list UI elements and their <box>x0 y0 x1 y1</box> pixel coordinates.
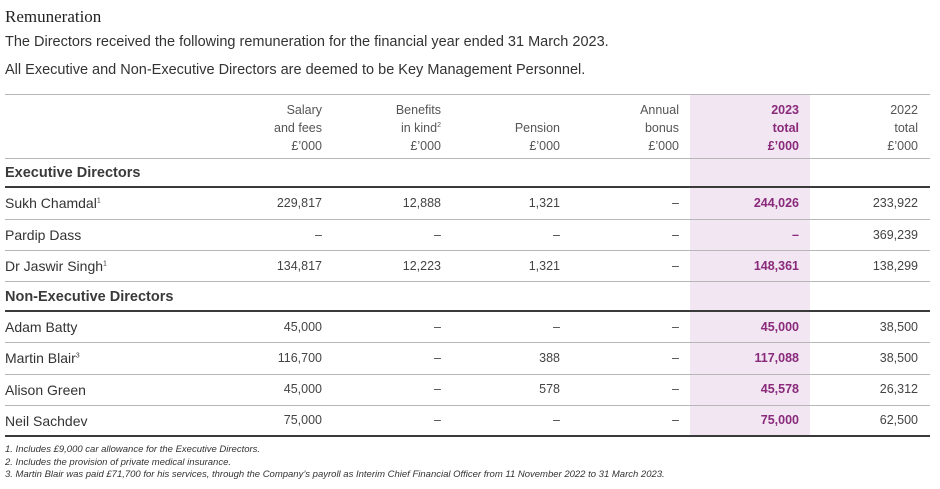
row-rule <box>5 374 930 375</box>
row-label: Neil Sachdev <box>5 413 88 429</box>
cell-pension: 388 <box>539 351 560 365</box>
cell-bonus: – <box>672 259 679 273</box>
cell-bonus: – <box>672 196 679 210</box>
cell-bonus: – <box>672 320 679 334</box>
cell-2023-total: 75,000 <box>760 413 799 427</box>
column-header-salary: Salary and fees £’000 <box>274 103 322 153</box>
row-label: Pardip Dass <box>5 227 82 243</box>
cell-2022-total: 38,500 <box>879 320 918 334</box>
cell-2022-total: 62,500 <box>879 413 918 427</box>
current-year-column-highlight <box>690 94 810 437</box>
cell-benefits: – <box>434 351 441 365</box>
footnote: 1. Includes £9,000 car allowance for the… <box>5 444 261 455</box>
cell-salary: 116,700 <box>277 351 322 365</box>
table-top-rule <box>5 94 930 95</box>
row-label: Sukh Chamdal1 <box>5 195 101 211</box>
row-rule <box>5 250 930 251</box>
column-header-benefits: Benefits in kind2 £’000 <box>395 103 441 153</box>
cell-2022-total: 38,500 <box>879 351 918 365</box>
row-label: Adam Batty <box>5 319 78 335</box>
cell-pension: – <box>553 413 560 427</box>
section-title: Remuneration <box>5 7 102 26</box>
row-label: Martin Blair3 <box>5 350 80 366</box>
cell-2022-total: 233,922 <box>872 196 918 210</box>
cell-salary: 75,000 <box>283 413 322 427</box>
cell-2022-total: 26,312 <box>879 382 918 396</box>
cell-salary: 134,817 <box>276 259 322 273</box>
cell-salary: 45,000 <box>283 320 322 334</box>
column-header-annual-bonus: Annual bonus £’000 <box>640 103 679 153</box>
column-header-2022-total: 2022 total £’000 <box>887 103 918 153</box>
cell-pension: – <box>553 320 560 334</box>
section-rule <box>5 310 930 312</box>
cell-benefits: – <box>434 413 441 427</box>
cell-2023-total: 148,361 <box>753 259 799 273</box>
cell-bonus: – <box>672 382 679 396</box>
header-rule <box>5 158 930 159</box>
intro-paragraph: All Executive and Non-Executive Director… <box>5 62 586 78</box>
cell-2023-total: 117,088 <box>754 351 800 365</box>
cell-bonus: – <box>672 413 679 427</box>
row-rule <box>5 342 930 343</box>
row-label: Alison Green <box>5 382 86 398</box>
footnote: 3. Martin Blair was paid £71,700 for his… <box>5 469 665 480</box>
cell-2023-total: 45,578 <box>760 382 799 396</box>
cell-2023-total: 244,026 <box>753 196 799 210</box>
cell-salary: 45,000 <box>283 382 322 396</box>
column-header-pension: Pension £’000 <box>514 121 560 153</box>
section-rule <box>5 186 930 188</box>
cell-benefits: – <box>434 228 441 242</box>
section-heading-non-executive: Non-Executive Directors <box>5 289 174 305</box>
cell-salary: – <box>315 228 322 242</box>
cell-2023-total: – <box>792 228 799 242</box>
column-header-2023-total: 2023 total £’000 <box>767 103 799 153</box>
cell-pension: 1,321 <box>528 259 560 273</box>
cell-benefits: 12,223 <box>402 259 441 273</box>
row-rule <box>5 281 930 282</box>
table-bottom-rule <box>5 435 930 437</box>
cell-2022-total: 138,299 <box>872 259 918 273</box>
cell-2022-total: 369,239 <box>872 228 918 242</box>
row-rule <box>5 405 930 406</box>
cell-2023-total: 45,000 <box>760 320 799 334</box>
cell-benefits: – <box>434 382 441 396</box>
footnote: 2. Includes the provision of private med… <box>5 456 232 468</box>
cell-pension: 578 <box>539 382 560 396</box>
intro-paragraph: The Directors received the following rem… <box>5 34 609 50</box>
cell-pension: 1,321 <box>528 196 560 210</box>
row-rule <box>5 219 930 220</box>
cell-salary: 229,817 <box>276 196 322 210</box>
cell-pension: – <box>553 228 560 242</box>
row-label: Dr Jaswir Singh1 <box>5 258 107 274</box>
cell-bonus: – <box>672 351 679 365</box>
footnotes: 1. Includes £9,000 car allowance for the… <box>5 444 665 482</box>
cell-bonus: – <box>672 228 679 242</box>
cell-benefits: 12,888 <box>402 196 441 210</box>
cell-benefits: – <box>434 320 441 334</box>
section-heading-executive: Executive Directors <box>5 165 141 181</box>
